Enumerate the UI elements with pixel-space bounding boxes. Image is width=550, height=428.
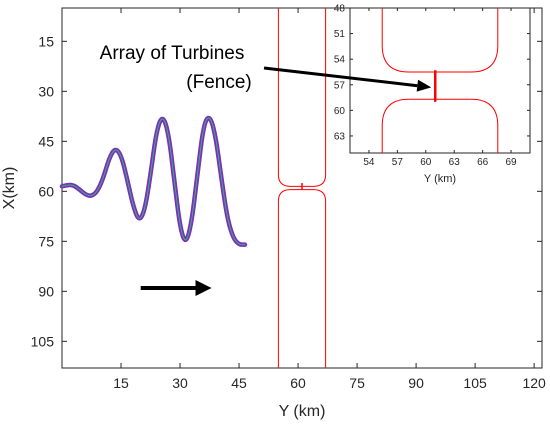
inset-x-tick-label: 66 xyxy=(477,157,489,168)
inset-x-tick-label: 69 xyxy=(505,157,517,168)
main-y-tick-label: 15 xyxy=(38,33,54,49)
main-y-tick-label: 90 xyxy=(38,283,54,299)
main-series-group xyxy=(59,8,327,368)
inset-series-group xyxy=(381,8,499,153)
turbine-annotation: Array of Turbines (Fence) xyxy=(100,43,432,93)
inset-x-tick-label: 54 xyxy=(363,157,375,168)
main-y-tick-label: 75 xyxy=(38,233,54,249)
inset-y-tick-label: 51 xyxy=(334,29,346,40)
inset-y-tick-label: 57 xyxy=(334,80,346,91)
inset-ticks-group: 54 57 60 63 66 69 48 51 54 57 60 63 xyxy=(334,4,530,168)
inset-channel-upper-wall xyxy=(381,8,499,73)
main-x-tick-label: 105 xyxy=(463,375,487,391)
main-y-tick-label: 105 xyxy=(31,333,55,349)
inset-x-tick-label: 57 xyxy=(392,157,404,168)
main-x-axis-label: Y (km) xyxy=(279,403,326,420)
main-y-tick-label: 45 xyxy=(38,133,54,149)
annotation-arrow-head xyxy=(416,79,432,92)
main-y-axis-label: X(km) xyxy=(1,167,18,210)
main-flow-arrow-head xyxy=(195,280,212,296)
annotation-arrow-shaft xyxy=(263,66,418,88)
main-y-tick-label: 30 xyxy=(38,83,54,99)
main-x-tick-label: 90 xyxy=(408,375,424,391)
main-x-tick-label: 120 xyxy=(522,375,546,391)
main-x-tick-label: 60 xyxy=(290,375,306,391)
main-y-tick-label: 60 xyxy=(38,183,54,199)
inset-y-tick-label: 63 xyxy=(334,131,346,142)
annotation-line-2: (Fence) xyxy=(186,72,251,93)
annotation-arrow xyxy=(263,66,432,92)
main-x-tick-label: 75 xyxy=(349,375,365,391)
main-ticks-group: 15 30 45 60 75 90 105 120 15 30 45 60 75 90 105 xyxy=(31,8,546,391)
inset-x-tick-label: 60 xyxy=(420,157,432,168)
inset-y-tick-label: 54 xyxy=(334,55,346,66)
main-x-tick-label: 15 xyxy=(113,375,129,391)
annotation-line-1: Array of Turbines xyxy=(100,43,245,64)
main-wave-line-inner xyxy=(61,117,246,246)
inset-y-tick-label: 60 xyxy=(334,106,346,117)
inset-channel-lower-wall xyxy=(381,98,499,153)
main-x-tick-label: 30 xyxy=(172,375,188,391)
inset-y-tick-label: 48 xyxy=(334,4,346,15)
main-x-tick-label: 45 xyxy=(231,375,247,391)
inset-x-tick-label: 63 xyxy=(449,157,461,168)
main-channel-lower-wall xyxy=(277,189,327,368)
inset-x-axis-label: Y (km) xyxy=(424,173,456,185)
